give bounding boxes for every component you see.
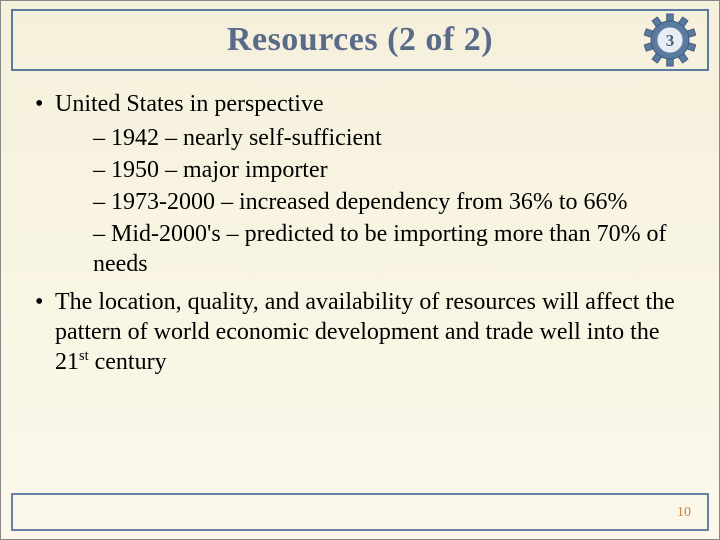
sub-bullet-text: 1950 – major importer — [111, 157, 328, 183]
bullet-text: The location, quality, and availability … — [55, 289, 675, 375]
sub-bullet-text: Mid-2000's – predicted to be importing m… — [93, 221, 667, 277]
bullet-text: United States in perspective — [55, 91, 324, 117]
content-area: United States in perspective – 1942 – ne… — [31, 89, 689, 381]
bullet-l1: The location, quality, and availability … — [31, 287, 689, 377]
title-bar: Resources (2 of 2) — [11, 9, 709, 71]
bullet-l2: – 1950 – major importer — [93, 155, 689, 185]
sub-bullet-text: 1973-2000 – increased dependency from 36… — [111, 189, 628, 215]
sub-list: – 1942 – nearly self-sufficient – 1950 –… — [31, 123, 689, 279]
bottom-bar — [11, 493, 709, 531]
bullet-l2: – Mid-2000's – predicted to be importing… — [93, 219, 689, 279]
slide: Resources (2 of 2) — [0, 0, 720, 540]
slide-title: Resources (2 of 2) — [227, 21, 493, 59]
bullet-l2: – 1942 – nearly self-sufficient — [93, 123, 689, 153]
gear-badge: 3 — [643, 13, 697, 67]
bullet-l1: United States in perspective — [31, 89, 689, 119]
bullet-l2: – 1973-2000 – increased dependency from … — [93, 187, 689, 217]
page-number: 10 — [677, 505, 691, 521]
badge-number: 3 — [666, 31, 675, 50]
sub-bullet-text: 1942 – nearly self-sufficient — [111, 125, 382, 151]
gear-icon: 3 — [643, 13, 697, 67]
